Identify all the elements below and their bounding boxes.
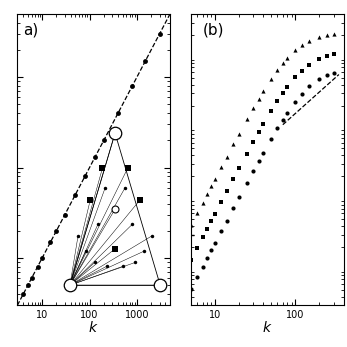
Text: (b): (b) (203, 23, 225, 37)
X-axis label: $k$: $k$ (262, 320, 272, 335)
X-axis label: $k$: $k$ (88, 320, 99, 335)
Text: a): a) (24, 23, 39, 37)
